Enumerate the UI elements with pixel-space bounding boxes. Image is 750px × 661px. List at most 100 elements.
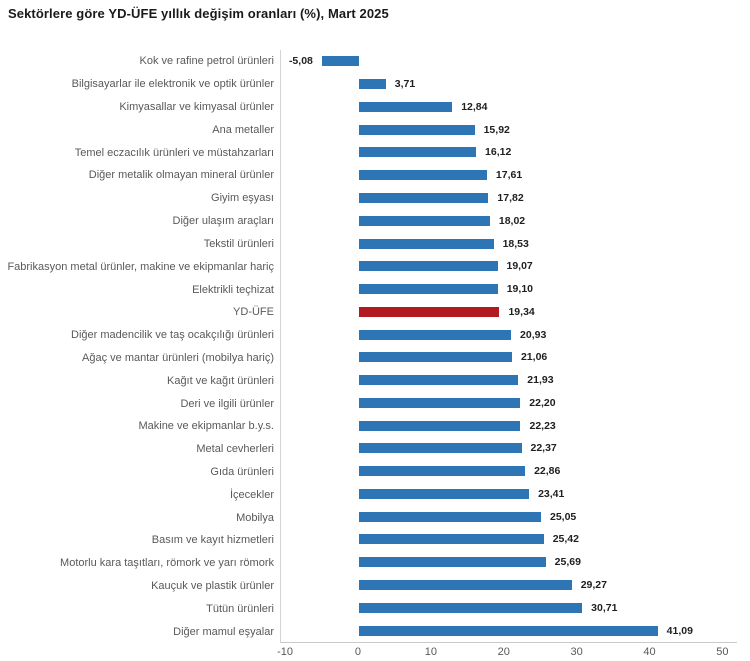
category-label: Diğer mamul eşyalar: [173, 625, 274, 638]
category-label: Metal cevherleri: [196, 443, 274, 456]
value-label: 16,12: [485, 146, 512, 159]
bar-row: 29,27: [281, 574, 737, 597]
bar-row: 16,12: [281, 141, 737, 164]
bar: [358, 397, 521, 408]
bar: [358, 79, 386, 90]
category-label: Kok ve rafine petrol ürünleri: [139, 55, 274, 68]
value-label: 18,02: [498, 214, 526, 227]
category-label: Basım ve kayıt hizmetleri: [151, 534, 274, 547]
category-label: Diğer ulaşım araçları: [172, 215, 274, 228]
category-label: Diğer metalik olmayan mineral ürünler: [88, 169, 274, 182]
category-label: Kağıt ve kağıt ürünleri: [166, 374, 274, 387]
bar-row: 22,37: [281, 437, 737, 460]
bar: [358, 488, 530, 499]
category-label: İçecekler: [229, 488, 274, 501]
x-tick-label: -10: [277, 646, 294, 658]
value-label: 19,07: [506, 260, 533, 273]
value-label: 15,92: [483, 123, 510, 136]
bar-row: 19,07: [281, 255, 737, 278]
bar: [358, 192, 489, 203]
x-tick-label: 40: [643, 646, 656, 658]
bar-row: 22,86: [281, 460, 737, 483]
bar: [358, 534, 544, 545]
category-label: Tütün ürünleri: [206, 602, 274, 615]
value-label: 20,93: [520, 328, 547, 341]
bar-row: 12,84: [281, 96, 737, 119]
bar: [358, 329, 512, 340]
value-label: 25,69: [554, 556, 581, 569]
value-label: 12,84: [461, 100, 488, 113]
bar-row: 18,02: [281, 209, 737, 232]
x-tick-label: 20: [497, 646, 510, 658]
bar: [358, 124, 475, 135]
plot-area: -5,08 3,71 12,84 15,92 16,12 17,61 17,82 18,02 1…: [280, 50, 737, 643]
x-tick-label: 50: [716, 646, 729, 658]
bar-row: 25,69: [281, 551, 737, 574]
bar: [358, 420, 521, 431]
value-label: 17,82: [497, 191, 524, 204]
value-label: 19,10: [506, 283, 533, 296]
value-label: 22,23: [529, 419, 556, 432]
value-label: 25,42: [552, 533, 579, 546]
category-label: Gıda ürünleri: [210, 466, 274, 479]
value-label: 19,34: [508, 305, 535, 318]
category-label: Motorlu kara taşıtları, römork ve yarı r…: [60, 557, 274, 570]
category-labels-column: Kok ve rafine petrol ürünleri Bilgisayarl…: [0, 50, 274, 643]
x-tick-label: 10: [424, 646, 437, 658]
category-label: Elektrikli teçhizat: [192, 283, 274, 296]
bar: [358, 625, 658, 636]
bar-row: 15,92: [281, 118, 737, 141]
bar: [358, 511, 541, 522]
bar-row: 17,61: [281, 164, 737, 187]
category-label: YD-ÜFE: [233, 306, 274, 319]
bar: [358, 443, 522, 454]
bar-row: 21,06: [281, 346, 737, 369]
bar-row: 18,53: [281, 232, 737, 255]
bar-row: 3,71: [281, 73, 737, 96]
value-label: 3,71: [394, 78, 416, 91]
bar: [358, 579, 572, 590]
bar: [358, 170, 487, 181]
bar: [358, 101, 453, 112]
bar-row: 23,41: [281, 483, 737, 506]
x-tick-label: 30: [570, 646, 583, 658]
category-label: Makine ve ekipmanlar b.y.s.: [138, 420, 274, 433]
value-label: 17,61: [495, 169, 523, 182]
category-label: Bilgisayarlar ile elektronik ve optik ür…: [71, 78, 274, 91]
value-label: 41,09: [666, 624, 693, 637]
value-label: 21,93: [527, 374, 554, 387]
bar: [358, 375, 519, 386]
bar-row: 25,05: [281, 505, 737, 528]
bar: [321, 56, 359, 67]
bar: [358, 466, 526, 477]
x-tick-label: 0: [354, 646, 362, 658]
bar: [358, 261, 498, 272]
bar: [358, 147, 477, 158]
bar-row: 41,09: [281, 619, 737, 642]
category-label: Fabrikasyon metal ürünler, makine ve eki…: [7, 260, 274, 273]
category-label: Kimyasallar ve kimyasal ürünler: [119, 101, 274, 114]
category-label: Diğer madencilik ve taş ocakçılığı ürünl…: [71, 329, 274, 342]
bar-row: 17,82: [281, 187, 737, 210]
value-label: -5,08: [288, 55, 313, 68]
category-label: Deri ve ilgili ürünler: [180, 397, 274, 410]
bar: [358, 557, 546, 568]
bar: [358, 215, 490, 226]
bar: [358, 602, 583, 613]
bar-row: 21,93: [281, 369, 737, 392]
category-label: Ana metaller: [212, 123, 274, 136]
category-label: Kauçuk ve plastik ürünler: [151, 580, 274, 593]
value-label: 22,37: [530, 442, 557, 455]
value-label: 29,27: [580, 578, 607, 591]
bar-row: 19,10: [281, 278, 737, 301]
value-label: 23,41: [538, 487, 565, 500]
x-axis: -10 0 10 20 30 40 50: [277, 646, 737, 661]
value-label: 30,71: [591, 601, 618, 614]
value-label: 18,53: [502, 237, 529, 250]
bar-row: 22,20: [281, 391, 737, 414]
category-label: Giyim eşyası: [211, 192, 274, 205]
bar: [358, 284, 498, 295]
bar: [358, 238, 494, 249]
bar-row: 19,34: [281, 300, 737, 323]
value-label: 22,20: [529, 396, 556, 409]
